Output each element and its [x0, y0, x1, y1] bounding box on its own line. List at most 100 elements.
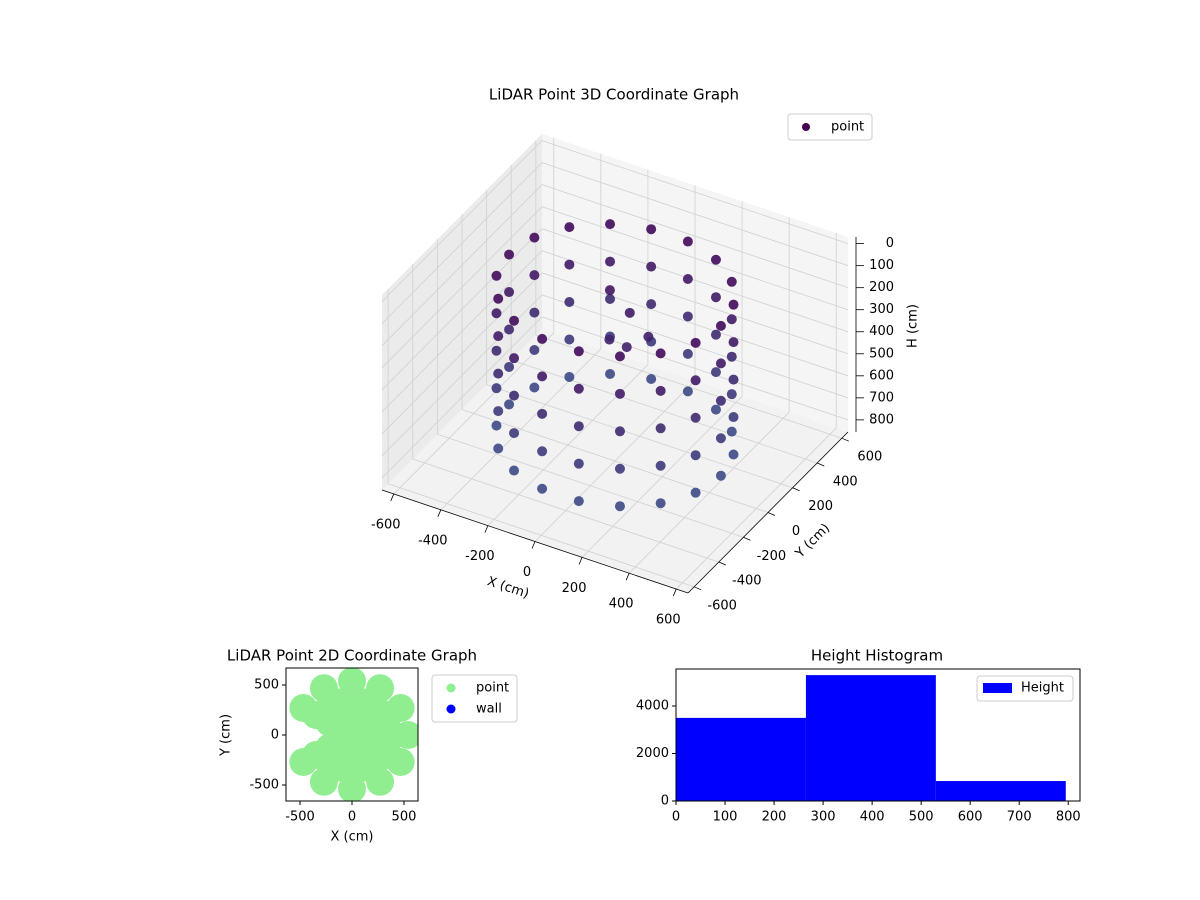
x-axis-label: X (cm) — [331, 830, 374, 845]
point — [573, 458, 584, 469]
y-tick-label: 0 — [271, 728, 279, 743]
point — [491, 420, 502, 431]
point — [338, 721, 366, 749]
point — [605, 219, 616, 230]
point — [728, 374, 739, 385]
x-tick-label: 200 — [562, 581, 587, 596]
x-axis-line — [381, 489, 689, 594]
point — [504, 287, 515, 298]
point — [614, 351, 625, 362]
grid-line — [541, 184, 849, 289]
point — [728, 412, 739, 423]
point — [614, 463, 625, 474]
point — [682, 274, 693, 285]
point — [529, 382, 540, 393]
point — [493, 406, 504, 417]
y-tick — [718, 561, 726, 566]
x-tick-label: 0 — [672, 810, 680, 825]
point — [690, 337, 701, 348]
x-tick-label: 700 — [1007, 810, 1032, 825]
point — [690, 412, 701, 423]
z-tick-label: 600 — [869, 368, 894, 383]
point — [509, 353, 520, 364]
z-tick-label: 0 — [886, 236, 894, 251]
y-tick — [817, 462, 825, 467]
legend-box — [787, 113, 873, 141]
x-tick-label: 400 — [609, 597, 634, 612]
point — [690, 450, 701, 461]
point — [682, 348, 693, 359]
point — [728, 299, 739, 310]
z-tick-label: 800 — [869, 412, 894, 427]
point — [564, 371, 575, 382]
point — [564, 222, 575, 233]
point — [710, 254, 721, 265]
x-tick — [578, 557, 583, 565]
point — [504, 399, 515, 410]
grid-line — [412, 458, 719, 563]
point — [655, 385, 666, 396]
plot-area — [289, 668, 418, 801]
grid-line — [541, 228, 849, 333]
legend-box — [431, 674, 518, 723]
point — [529, 307, 540, 318]
point — [726, 314, 737, 325]
point — [564, 297, 575, 308]
grid-line — [541, 250, 849, 355]
grid-line — [486, 384, 793, 489]
point — [491, 383, 502, 394]
point — [710, 292, 721, 303]
legend-marker — [446, 683, 456, 693]
point — [604, 285, 615, 296]
x-tick — [531, 541, 536, 549]
x-tick-label: -200 — [465, 549, 495, 564]
grid-line — [381, 162, 543, 324]
z-axis-label: H (cm) — [906, 304, 921, 348]
point — [728, 337, 739, 348]
y-tick-label: 500 — [254, 678, 279, 693]
z-tick-label: 700 — [869, 390, 894, 405]
grid-line — [541, 162, 849, 267]
grid-line — [541, 140, 849, 244]
y-tick-label: 200 — [808, 499, 833, 514]
point — [604, 334, 615, 345]
point — [491, 308, 502, 319]
point — [646, 224, 657, 235]
point — [715, 470, 726, 481]
y-tick-label: -600 — [707, 598, 737, 613]
point — [605, 368, 616, 379]
point — [529, 270, 540, 281]
grid-line — [381, 140, 543, 302]
legend-marker — [802, 123, 810, 131]
point — [655, 423, 666, 434]
bar — [935, 781, 1066, 801]
x-tick — [672, 588, 677, 597]
point — [614, 426, 625, 437]
x-tick-label: 500 — [909, 810, 934, 825]
grid-line — [381, 250, 543, 413]
point — [682, 386, 693, 397]
point — [504, 324, 515, 335]
z-tick-label: 200 — [869, 280, 894, 295]
point — [509, 390, 520, 401]
x-tick-label: 0 — [523, 565, 531, 580]
point — [509, 315, 520, 326]
y-tick-label: 0 — [661, 794, 669, 809]
point — [537, 333, 548, 344]
legend-box — [976, 675, 1074, 702]
x-tick — [625, 573, 630, 581]
point — [715, 320, 726, 331]
legend-label: point — [476, 681, 509, 696]
legend-marker — [983, 683, 1012, 693]
point — [537, 371, 548, 382]
point — [537, 446, 548, 457]
y-tick-label: -500 — [249, 778, 279, 793]
grid-line — [541, 316, 849, 421]
point — [537, 483, 548, 494]
point — [710, 329, 721, 340]
point — [573, 496, 584, 507]
point — [710, 404, 721, 415]
x-tick — [390, 493, 395, 502]
point — [564, 334, 575, 345]
point — [605, 294, 616, 305]
